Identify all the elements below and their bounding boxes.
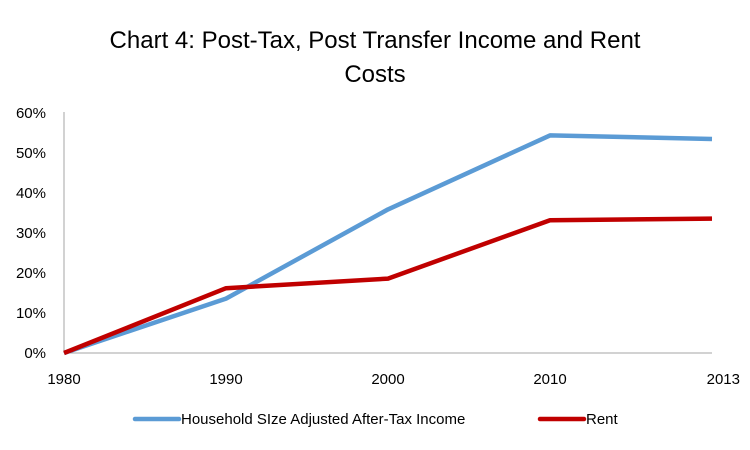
y-tick-label: 60% [16, 105, 46, 122]
chart-title-line-1: Chart 4: Post-Tax, Post Transfer Income … [110, 27, 641, 54]
y-tick-label: 20% [16, 265, 46, 282]
series-line-income [63, 133, 713, 356]
chart-title-line-2: Costs [344, 61, 405, 88]
legend-label: Rent [586, 411, 619, 428]
x-tick-label: 1990 [209, 371, 242, 388]
y-tick-label: 0% [24, 345, 46, 362]
series-line-rent [63, 216, 713, 356]
x-tick-label: 2000 [371, 371, 404, 388]
y-tick-label: 40% [16, 185, 46, 202]
x-tick-label: 1980 [47, 371, 80, 388]
x-tick-label: 2013 [707, 371, 740, 388]
y-tick-label: 50% [16, 145, 46, 162]
legend-label: Household SIze Adjusted After-Tax Income [181, 411, 465, 428]
y-tick-label: 10% [16, 305, 46, 322]
x-tick-label: 2010 [533, 371, 566, 388]
y-tick-label: 30% [16, 225, 46, 242]
